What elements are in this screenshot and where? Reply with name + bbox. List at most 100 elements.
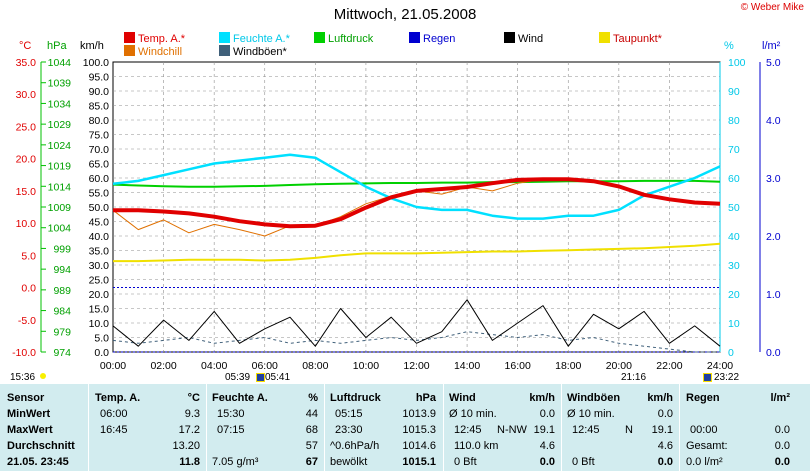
legend-swatch [599,32,610,43]
wind-distance: 110.0 km [454,440,499,452]
legend-temp: Temp. A.* [124,32,185,45]
hpa-tick-label: 1034 [48,98,72,110]
chart-title: Mittwoch, 21.05.2008 [333,6,477,23]
row-max-label: MaxWert [7,424,53,436]
kmh-tick-label: 90.0 [89,86,110,98]
temp-unit: °C [187,392,200,404]
x-tick-label: 16:00 [505,360,531,372]
weather-chart: 35.0 30.0 25.0 20.0 15.0 10.0 5.0 0.0 -5.0 -10.0 1… [12,57,781,372]
row-now-label: 21.05. 23:45 [7,456,69,468]
gust-now-value: 0.0 [657,456,673,468]
legend-label: Luftdruck [328,33,374,45]
hum-max-value: 68 [305,424,318,436]
wind-min-value: 0.0 [539,408,555,420]
wind-now-label: 0 Bft [454,456,477,468]
temp-unit-label: °C [19,40,32,52]
series-tempa-line [113,177,721,229]
hum-unit: % [308,392,318,404]
x-tick-label: 00:00 [100,360,126,372]
legend-humidity: Feuchte A.* [219,32,290,45]
press-avg-value: 1014.6 [402,440,436,452]
pct-unit-label: % [724,40,734,52]
temp-avg-value: 13.20 [172,440,200,452]
temp-tick-label: 0.0 [21,283,36,295]
pct-tick-label: 90 [728,86,740,98]
sunrise-left-label: 15:36 [10,372,36,383]
gust-max-value: 19.1 [651,424,673,436]
gust-now-label: 0 Bft [572,456,595,468]
kmh-tick-label: 95.0 [89,72,110,84]
kmh-tick-label: 35.0 [89,246,110,258]
wind-avg-value: 4.6 [539,440,555,452]
wind-max-time: 12:45 [454,424,482,436]
pct-tick-label: 50 [728,202,740,214]
x-tick-label: 08:00 [302,360,328,372]
kmh-tick-label: 65.0 [89,159,110,171]
legend-swatch [314,32,325,43]
temp-tick-label: 15.0 [16,186,37,198]
divider [206,384,207,471]
sunrise-b-label: 05:41 [265,372,291,383]
hpa-tick-label: 1019 [48,161,72,173]
pct-tick-label: 20 [728,289,740,301]
temp-header: Temp. A. [95,392,141,404]
gust-header: Windböen [567,392,621,404]
pct-tick-label: 10 [728,318,740,330]
x-tick-label: 24:00 [707,360,733,372]
rain-header: Regen [686,392,720,404]
kmh-tick-label: 25.0 [89,275,110,287]
rain-total-label: Gesamt: [686,440,728,452]
kmh-tick-label: 55.0 [89,188,110,200]
lm2-unit-label: l/m² [762,40,781,52]
hum-now-label: 7.05 g/m³ [212,456,259,468]
press-header: Luftdruck [330,392,381,404]
x-tick-label: 02:00 [150,360,176,372]
divider [679,384,680,471]
series-windben-line [112,331,720,353]
temp-tick-label: 10.0 [16,218,37,230]
x-tick-label: 22:00 [656,360,682,372]
hum-min-value: 44 [305,408,318,420]
legend-swatch [124,45,135,56]
wind-header: Wind [449,392,476,404]
press-trend: ^0.6hPa/h [330,440,380,452]
rain-max-value: 0.0 [774,424,790,436]
hpa-tick-label: 1014 [48,181,72,193]
wind-now-value: 0.0 [539,456,555,468]
series-taupunkt-line [113,242,721,263]
x-tick-label: 18:00 [555,360,581,372]
hum-max-time: 07:15 [217,424,245,436]
divider [88,384,89,471]
temp-tick-label: 5.0 [21,250,36,262]
press-now-label: bewölkt [330,456,368,468]
row-avg-label: Durchschnitt [7,440,75,452]
press-max-time: 23:30 [335,424,363,436]
lm2-tick-label: 3.0 [766,173,781,185]
kmh-tick-label: 80.0 [89,115,110,127]
kmh-tick-label: 50.0 [89,202,110,214]
pct-tick-label: 80 [728,115,740,127]
hpa-tick-label: 994 [53,264,71,276]
divider [324,384,325,471]
sunset-a-label: 21:16 [621,372,647,383]
kmh-tick-label: 5.0 [94,333,109,345]
x-tick-label: 06:00 [252,360,278,372]
legend-label: Temp. A.* [138,33,186,45]
wind-min-label: Ø 10 min. [449,408,497,420]
press-min-value: 1013.9 [402,408,436,420]
wind-max-value: 19.1 [533,424,555,436]
rain-max-time: 00:00 [690,424,718,436]
hpa-tick-label: 999 [53,243,71,255]
hum-avg-value: 57 [305,440,318,452]
kmh-tick-label: 45.0 [89,217,110,229]
hpa-tick-label: 1029 [48,119,72,131]
temp-max-value: 17.2 [178,424,200,436]
divider [443,384,444,471]
gust-unit: km/h [647,392,673,404]
x-tick-label: 12:00 [403,360,429,372]
kmh-tick-label: 0.0 [94,347,109,359]
temp-max-time: 16:45 [100,424,128,436]
pct-tick-label: 40 [728,231,740,243]
lm2-tick-label: 2.0 [766,231,781,243]
series-luftdruck-line [112,179,721,188]
